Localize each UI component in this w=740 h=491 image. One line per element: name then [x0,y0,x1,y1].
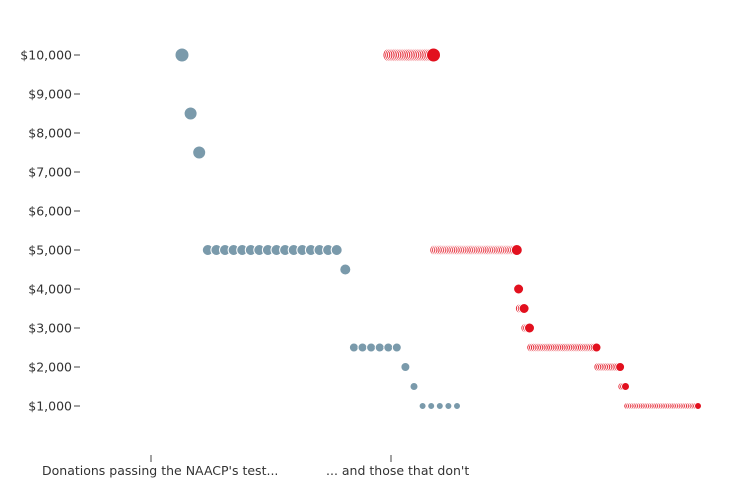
series-pass-points [174,47,461,410]
pass-donation-point [383,342,394,353]
y-tick-label: $10,000 [20,48,72,63]
series-fail-points [382,47,702,410]
y-tick-label: $7,000 [28,165,72,180]
y-tick-label: $2,000 [28,360,72,375]
pass-donation-point [330,244,343,256]
pass-donation-point [174,47,190,63]
pass-donation-point [339,263,352,276]
y-tick-label: $5,000 [28,243,72,258]
pass-donation-point [391,342,402,353]
pass-donation-point [183,106,198,121]
pass-donation-point [418,402,427,410]
fail-donation-point [615,362,626,372]
fail-donation-point [510,244,523,256]
y-tick-label: $3,000 [28,321,72,336]
fail-donation-point [518,303,530,314]
group-label-fail: ... and those that don't [326,463,469,478]
group-label-pass: Donations passing the NAACP's test... [42,463,278,478]
pass-donation-point [427,402,436,410]
pass-donation-point [400,362,411,372]
fail-donation-point [513,283,525,295]
fail-donation-point [524,322,535,334]
fail-donation-point [694,402,702,410]
y-tick-label: $6,000 [28,204,72,219]
fail-donation-point [591,342,602,353]
pass-donation-point [192,145,207,160]
pass-donation-point [435,402,444,410]
y-tick-label: $9,000 [28,87,72,102]
pass-donation-point [366,342,377,353]
pass-donation-point [409,382,419,391]
y-tick-label: $4,000 [28,282,72,297]
y-tick-label: $1,000 [28,399,72,414]
y-tick-label: $8,000 [28,126,72,141]
pass-donation-point [444,402,453,410]
y-axis: $1,000 $2,000 $3,000 $4,000 $5,000 $6,000 $7,0… [20,48,80,414]
pass-donation-point [348,342,359,353]
pass-donation-point [453,402,461,410]
group-markers: Donations passing the NAACP's test... ..… [42,455,469,478]
pass-donation-point [357,342,368,353]
fail-donation-point [426,47,441,63]
fail-donation-point [621,382,630,391]
pass-donation-point [374,342,385,353]
